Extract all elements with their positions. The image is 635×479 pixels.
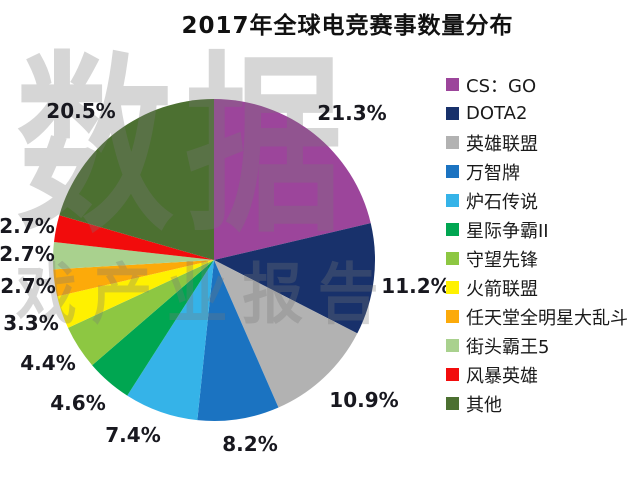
slice-label-7: 3.3% xyxy=(3,311,59,335)
legend-item-6: 守望先锋 xyxy=(446,244,628,273)
legend-swatch-5 xyxy=(446,223,459,236)
legend-swatch-2 xyxy=(446,136,459,149)
legend: CS：GO DOTA2 英雄联盟万智牌炉石传说星际争霸II 守望先锋火箭联盟任天堂全明… xyxy=(446,70,628,418)
slice-label-6: 4.4% xyxy=(20,351,76,375)
legend-swatch-0 xyxy=(446,78,459,91)
legend-item-10: 风暴英雄 xyxy=(446,360,628,389)
slice-label-10: 2.7% xyxy=(0,214,55,238)
pie-slice-10 xyxy=(54,215,214,260)
legend-item-1: DOTA2 xyxy=(446,99,628,128)
legend-item-5: 星际争霸II xyxy=(446,215,628,244)
slice-label-0: 21.3% xyxy=(317,101,387,125)
slice-label-4: 7.4% xyxy=(105,423,161,447)
legend-label-4: 炉石传说 xyxy=(466,191,538,213)
slice-label-1: 11.2% xyxy=(381,274,451,298)
legend-swatch-4 xyxy=(446,194,459,207)
chart-title: 2017年全球电竞赛事数量分布 xyxy=(181,13,514,39)
slice-label-9: 2.7% xyxy=(0,242,55,266)
legend-label-8: 任天堂全明星大乱斗 xyxy=(466,307,628,329)
legend-item-9: 街头霸王5 xyxy=(446,331,628,360)
legend-label-3: 万智牌 xyxy=(466,162,520,184)
pie-slice-4 xyxy=(127,260,214,421)
legend-swatch-8 xyxy=(446,310,459,323)
legend-swatch-6 xyxy=(446,252,459,265)
legend-swatch-9 xyxy=(446,339,459,352)
legend-item-0: CS：GO xyxy=(446,70,628,99)
legend-label-0: CS：GO xyxy=(466,75,537,97)
legend-label-1: DOTA2 xyxy=(466,103,528,124)
slice-label-11: 20.5% xyxy=(46,99,116,123)
legend-label-10: 风暴英雄 xyxy=(466,365,538,387)
legend-label-2: 英雄联盟 xyxy=(466,133,538,155)
legend-swatch-11 xyxy=(446,397,459,410)
pie-slice-1 xyxy=(214,223,376,334)
slice-label-3: 8.2% xyxy=(222,432,278,456)
legend-swatch-3 xyxy=(446,165,459,178)
pie-slice-9 xyxy=(52,242,214,270)
pie-slice-8 xyxy=(53,260,214,297)
legend-item-8: 任天堂全明星大乱斗 xyxy=(446,302,628,331)
legend-item-7: 火箭联盟 xyxy=(446,273,628,302)
legend-swatch-10 xyxy=(446,368,459,381)
pie-slice-5 xyxy=(92,260,214,396)
legend-label-5: 星际争霸II xyxy=(466,220,549,242)
slice-label-2: 10.9% xyxy=(329,388,399,412)
legend-label-11: 其他 xyxy=(466,394,502,416)
legend-label-7: 火箭联盟 xyxy=(466,278,538,300)
pie-slice-3 xyxy=(197,260,279,421)
legend-item-3: 万智牌 xyxy=(446,157,628,186)
legend-swatch-7 xyxy=(446,281,459,294)
slice-label-5: 4.6% xyxy=(50,391,106,415)
legend-label-9: 街头霸王5 xyxy=(466,336,550,358)
pie-slice-7 xyxy=(57,260,214,328)
pie-slice-0 xyxy=(214,99,371,260)
pie-slice-6 xyxy=(68,260,214,366)
legend-item-4: 炉石传说 xyxy=(446,186,628,215)
pie-slice-2 xyxy=(214,260,358,408)
legend-label-6: 守望先锋 xyxy=(466,249,538,271)
legend-item-2: 英雄联盟 xyxy=(446,128,628,157)
slice-label-8: 2.7% xyxy=(0,274,56,298)
pie-slice-11 xyxy=(59,98,214,260)
legend-swatch-1 xyxy=(446,107,459,120)
legend-item-11: 其他 xyxy=(446,389,628,418)
